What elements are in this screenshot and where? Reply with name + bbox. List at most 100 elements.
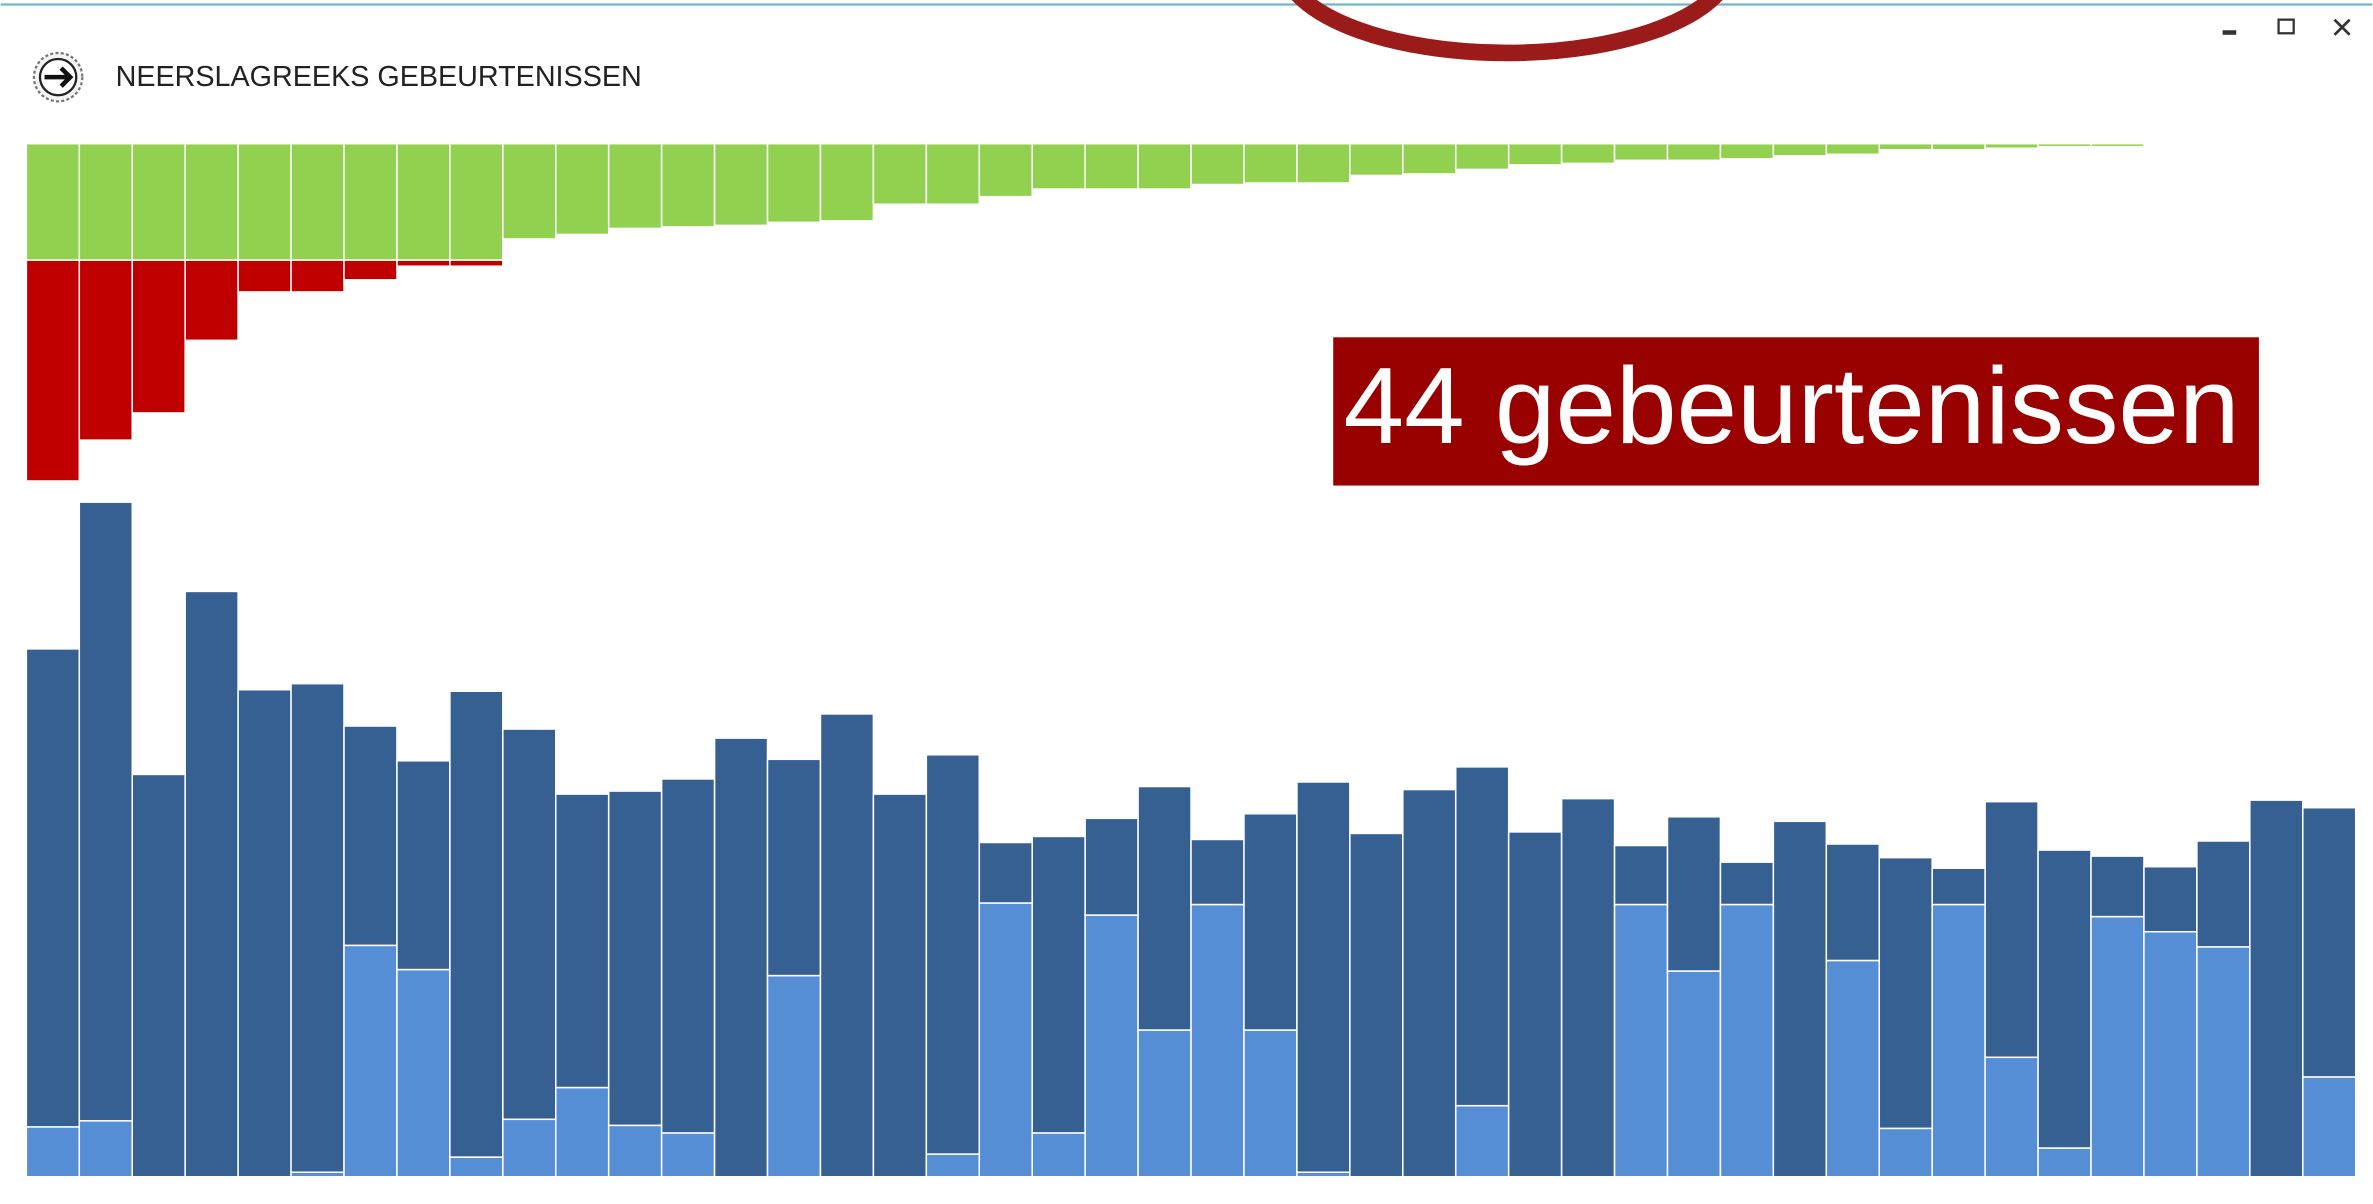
bar [2196,946,2251,1178]
bar [1243,1029,1298,1178]
bar [1349,142,1404,177]
bar [343,259,398,281]
bar [2037,849,2092,1149]
bar [1084,142,1139,190]
maximize-button[interactable] [2277,18,2295,35]
bar [819,713,875,1178]
bar [1243,142,1298,184]
bar [184,259,239,342]
bar [237,259,292,293]
bar [1560,142,1616,165]
bar [2196,840,2251,948]
bar [343,725,398,947]
bar [1137,1029,1192,1178]
bar [1296,781,1351,1173]
bar [1031,142,1086,190]
bar [1878,1127,1933,1178]
bar [396,259,451,267]
bar [449,1156,504,1178]
bar [131,142,186,261]
bar [766,142,822,224]
bar [660,778,716,1134]
bar [1243,813,1298,1031]
bar [2302,1076,2357,1178]
bar [555,1086,610,1178]
bar [1613,903,1669,1178]
bar [2037,1147,2092,1178]
bar [2249,142,2304,146]
close-button[interactable] [2333,18,2351,36]
bar [1825,142,1881,156]
bar [1719,861,1775,906]
bar [2090,915,2145,1178]
bar [1666,142,1722,162]
bar [1296,142,1351,184]
annotation: 44 gebeurtenissen [1344,345,2240,467]
bar [1613,844,1669,906]
bar [1931,903,1986,1178]
bar [766,758,822,977]
bar [2143,865,2198,933]
bar [184,590,239,1178]
bar [1560,797,1616,1178]
bar [2196,142,2251,146]
bar [872,793,928,1178]
bar [78,501,134,1122]
annotation-box [1333,337,2259,486]
bar [1984,800,2039,1059]
bar [237,688,292,1178]
bar [1984,1056,2039,1178]
bar [25,1126,81,1178]
bar [396,968,451,1178]
bar [1825,843,1881,962]
bar [819,142,875,222]
bar [978,142,1033,198]
bar [607,790,663,1127]
bar [343,944,398,1178]
bar [25,648,81,1128]
bar [502,142,557,240]
bar [1190,838,1245,906]
bar [1825,959,1881,1178]
minimize-button[interactable] [2222,30,2237,35]
bar [713,737,769,1178]
bar [2302,806,2357,1078]
bar [1507,142,1563,166]
window-controls[interactable] [2222,18,2351,36]
bar [2037,142,2092,148]
bar [1931,142,1986,151]
bar [1190,903,1245,1178]
bar [237,142,292,261]
bar [1402,788,1457,1178]
bar [449,142,504,261]
bar [78,259,134,441]
bar [1454,142,1510,171]
bar [555,793,610,1089]
bar [1031,1132,1086,1178]
bar [449,259,504,267]
highlight-ellipse [1291,0,1723,62]
bar [131,259,186,414]
bar [1772,142,1828,157]
bar [396,760,451,971]
bar [343,142,398,261]
bar [766,974,822,1178]
bar [25,142,81,261]
bar [660,1132,716,1178]
bar [925,1153,981,1178]
bar [1402,142,1457,175]
bar [1984,142,2039,149]
bar [1084,914,1139,1178]
bar [2090,855,2145,918]
bar [78,142,134,261]
app-icon [32,51,84,103]
bar [290,259,345,293]
bar [1190,142,1245,186]
bar [925,754,981,1155]
bar [555,142,610,236]
bar [2090,142,2145,148]
bar [925,142,981,205]
bar [872,142,928,205]
bar [1878,142,1933,151]
